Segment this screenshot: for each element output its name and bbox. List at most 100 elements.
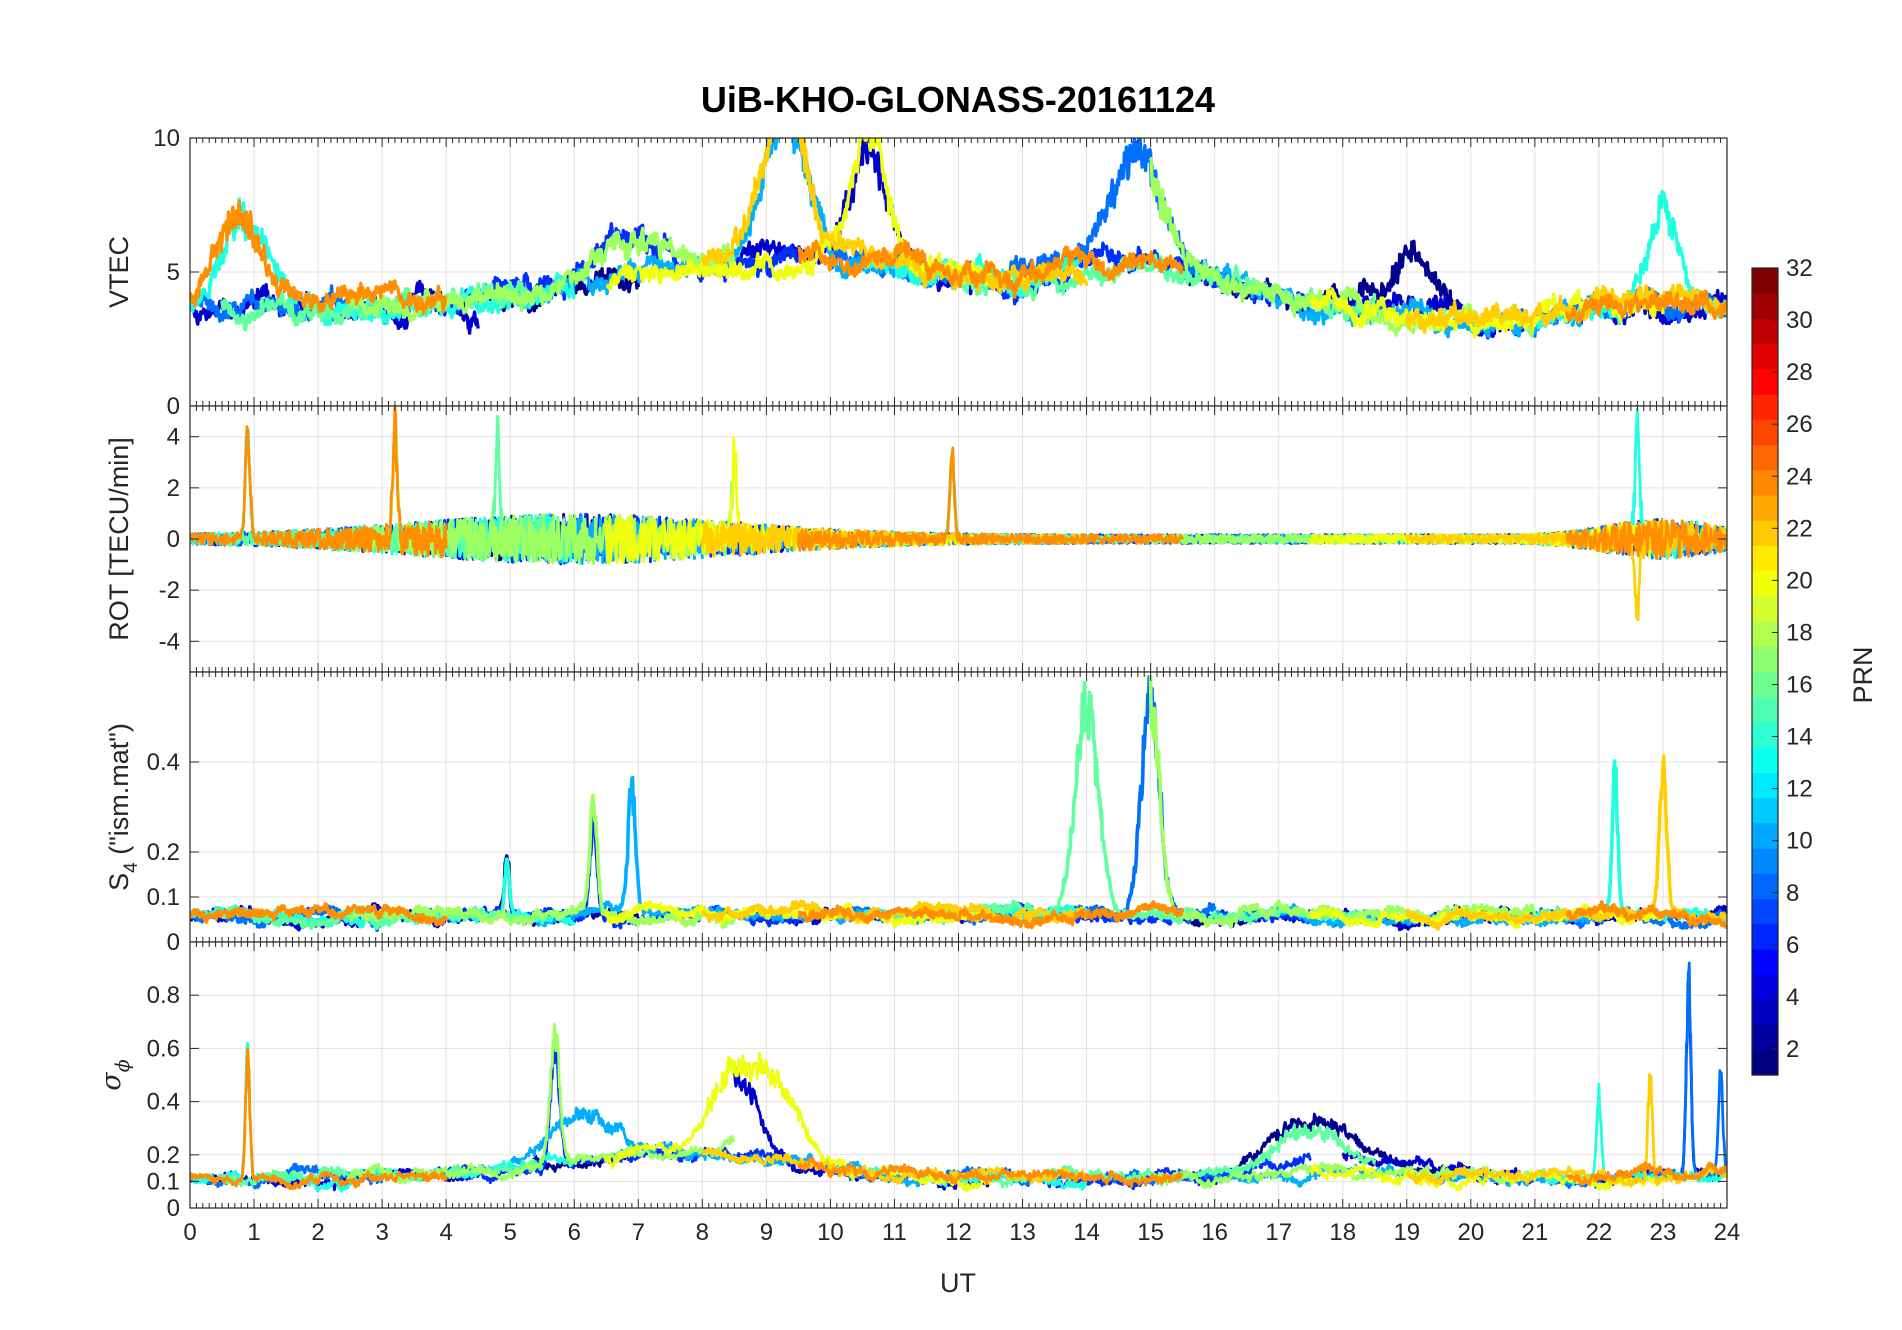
x-tick-label: 9 — [760, 1219, 773, 1246]
y-tick-label: 0.2 — [147, 839, 180, 866]
y-tick-label: 0.8 — [147, 982, 180, 1009]
colorbar-segment — [1752, 268, 1778, 294]
colorbar-tick-label: 8 — [1786, 880, 1799, 907]
series-line-prn-23 — [1565, 1161, 1727, 1186]
series-lines — [190, 674, 1727, 933]
colorbar-segment — [1752, 721, 1778, 748]
series-lines — [190, 138, 1727, 340]
colorbar-tick-label: 26 — [1786, 411, 1813, 438]
x-tick-marks — [189, 672, 1728, 942]
x-tick-label: 21 — [1522, 1219, 1549, 1246]
series-line-prn-23 — [797, 1156, 1184, 1189]
y-tick-label: 0 — [167, 929, 180, 956]
colorbar-tick-label: 18 — [1786, 619, 1813, 646]
series-line-prn-15 — [925, 680, 1377, 925]
colorbar-tick-label: 10 — [1786, 828, 1813, 855]
x-tick-label: 12 — [945, 1219, 972, 1246]
s4-panel: 0 0.1 0.2 0.4S4 ("ism.mat") — [104, 671, 1728, 956]
colorbar-segment — [1752, 419, 1778, 446]
x-tick-label: 23 — [1650, 1219, 1677, 1246]
colorbar-tick-label: 30 — [1786, 307, 1813, 334]
colorbar-label: PRN — [1848, 646, 1878, 703]
y-axis-label: ROT [TECU/min] — [104, 437, 134, 641]
series-lines — [190, 406, 1727, 622]
colorbar-tick-label: 20 — [1786, 567, 1813, 594]
series-line-prn-21 — [700, 1146, 1088, 1185]
x-tick-label: 17 — [1265, 1219, 1292, 1246]
x-tick-label: 15 — [1137, 1219, 1164, 1246]
y-tick-label: 10 — [153, 125, 180, 152]
colorbar-segment — [1752, 923, 1778, 950]
series-line-prn-23 — [797, 446, 1184, 552]
series-line-prn-15 — [925, 1123, 1377, 1189]
colorbar-segment — [1752, 974, 1778, 1000]
y-tick-label: 0.4 — [147, 749, 180, 776]
y-tick-label: -4 — [159, 628, 180, 655]
x-tick-label: 18 — [1329, 1219, 1356, 1246]
colorbar-segment — [1752, 797, 1778, 824]
x-tick-label: 10 — [817, 1219, 844, 1246]
colorbar-segment — [1752, 570, 1778, 597]
x-tick-label: 7 — [632, 1219, 645, 1246]
colorbar-segment — [1752, 822, 1778, 849]
x-tick-label: 22 — [1586, 1219, 1613, 1246]
colorbar-tick-label: 24 — [1786, 463, 1813, 490]
colorbar-segment — [1752, 696, 1778, 723]
colorbar-segment — [1752, 747, 1778, 773]
y-tick-label: -2 — [159, 577, 180, 604]
x-tick-label: 6 — [568, 1219, 581, 1246]
vtec-panel: 0 5 10 VTEC — [104, 125, 1728, 420]
y-tick-label: 5 — [167, 259, 180, 286]
y-axis-label: S4 ("ism.mat") — [104, 723, 142, 891]
colorbar-tick-label: 28 — [1786, 359, 1813, 386]
series-line-prn-17 — [348, 1022, 736, 1185]
series-line-prn-23 — [190, 1047, 448, 1191]
y-tick-label: 0.1 — [147, 884, 180, 911]
colorbar-segment — [1752, 545, 1778, 572]
colorbar-tick-label: 22 — [1786, 515, 1813, 542]
series-lines — [190, 961, 1727, 1193]
colorbar-tick-label: 16 — [1786, 672, 1813, 699]
colorbar-segment — [1752, 394, 1778, 420]
x-axis: 0 1 2 3 4 5 6 7 8 9 10 11 12 13 14 15 16 17 18 19 20 21 22 23 24 — [183, 1219, 1740, 1246]
x-tick-label: 0 — [183, 1219, 196, 1246]
y-tick-label: 0 — [167, 393, 180, 420]
series-line-prn-23 — [190, 902, 448, 927]
colorbar-segment — [1752, 444, 1778, 471]
x-tick-label: 5 — [504, 1219, 517, 1246]
colorbar-segment — [1752, 343, 1778, 370]
y-tick-label: 0.1 — [147, 1168, 180, 1195]
x-axis-label: UT — [940, 1268, 976, 1298]
colorbar-segment — [1752, 772, 1778, 799]
colorbar-box — [1751, 267, 1779, 1076]
series-line-prn-23 — [1565, 900, 1727, 930]
series-line-prn-17 — [348, 793, 737, 930]
colorbar-segment — [1752, 595, 1778, 622]
series-line-prn-23 — [1565, 519, 1727, 560]
x-tick-label: 11 — [882, 1219, 907, 1246]
y-tick-label: 2 — [167, 475, 180, 502]
colorbar-segment — [1752, 948, 1778, 975]
x-tick-label: 2 — [311, 1219, 324, 1246]
colorbar-tick-label: 4 — [1786, 984, 1799, 1011]
colorbar-segment — [1752, 999, 1778, 1026]
colorbar-segment — [1752, 873, 1778, 900]
colorbar-tick-label: 6 — [1786, 932, 1799, 959]
chart-title: UiB-KHO-GLONASS-20161124 — [701, 79, 1215, 120]
colorbar-segment — [1752, 848, 1778, 874]
series-line-prn-17 — [349, 226, 736, 323]
y-axis: 0 5 10 — [153, 125, 1727, 420]
y-axis-label: VTEC — [104, 236, 134, 308]
colorbar-segment — [1752, 520, 1778, 547]
x-tick-marks — [189, 406, 1728, 672]
y-axis: -4 -2 0 2 4 — [159, 424, 1727, 655]
y-axis: 00.10.2 0.4 0.6 0.8 — [147, 982, 1727, 1222]
y-axis-label: σϕ — [96, 1059, 134, 1090]
rot-panel: -4 -2 0 2 4 ROT [TECU/min] — [104, 405, 1728, 673]
x-tick-label: 20 — [1457, 1219, 1484, 1246]
y-tick-label: 4 — [167, 424, 180, 451]
colorbar-tick-label: 14 — [1786, 724, 1813, 751]
x-tick-label: 14 — [1073, 1219, 1100, 1246]
